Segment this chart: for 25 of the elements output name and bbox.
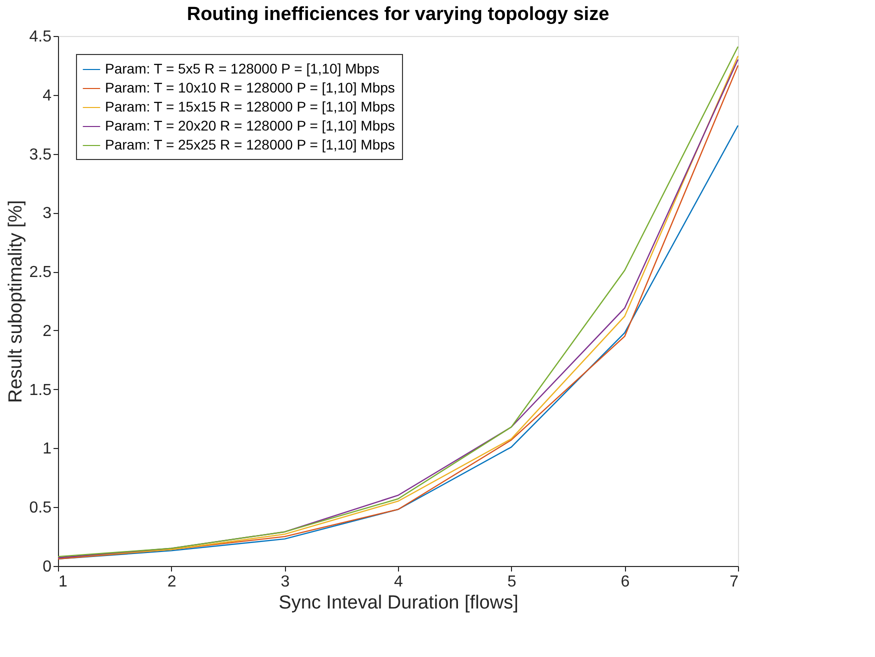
legend-label: Param: T = 20x20 R = 128000 P = [1,10] Mbps [105, 118, 395, 134]
x-tick-label: 2 [167, 574, 176, 590]
legend-label: Param: T = 15x15 R = 128000 P = [1,10] Mbps [105, 98, 395, 114]
y-tick-label: 0.5 [29, 500, 52, 517]
y-tick-label: 2.5 [29, 264, 52, 282]
x-tick-label: 3 [280, 574, 290, 590]
chart-title: Routing inefficiences for varying topology size [186, 4, 610, 25]
x-tick-label: 4 [394, 574, 404, 590]
legend-label: Param: T = 5x5 R = 128000 P = [1,10] Mbps [105, 60, 380, 76]
y-tick-label: 0 [42, 558, 52, 576]
legend-label: Param: T = 25x25 R = 128000 P = [1,10] Mbps [105, 136, 395, 152]
y-tick-label: 4 [42, 87, 52, 104]
y-tick-label: 4.5 [29, 28, 52, 46]
legend-label: Param: T = 10x10 R = 128000 P = [1,10] Mbps [105, 80, 395, 96]
y-tick-label: 3 [42, 205, 52, 222]
x-tick-label: 5 [507, 574, 516, 590]
y-tick-label: 3.5 [29, 146, 52, 164]
x-tick-label: 1 [58, 574, 68, 590]
y-axis-title: Result suboptimality [%] [5, 200, 26, 403]
x-axis-title: Sync Inteval Duration [flows] [278, 592, 518, 614]
y-tick-label: 2 [42, 322, 52, 340]
y-tick-label: 1 [42, 440, 52, 458]
x-tick-label: 7 [730, 574, 739, 590]
y-tick-label: 1.5 [29, 382, 52, 399]
x-tick-label: 6 [620, 574, 630, 590]
